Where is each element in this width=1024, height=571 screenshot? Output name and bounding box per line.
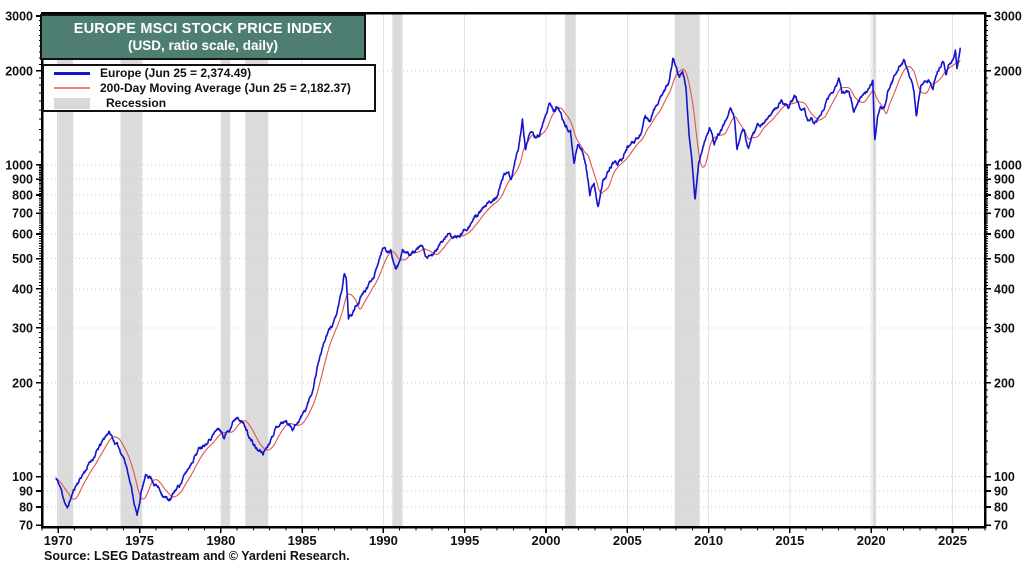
svg-text:600: 600 [994, 228, 1015, 242]
svg-text:800: 800 [12, 189, 33, 203]
moving-average-line-swatch [54, 87, 90, 89]
svg-text:90: 90 [19, 485, 33, 499]
svg-text:400: 400 [994, 282, 1015, 296]
svg-text:2000: 2000 [532, 533, 561, 548]
svg-text:200: 200 [12, 376, 33, 390]
recession-band [872, 14, 877, 526]
svg-text:500: 500 [12, 252, 33, 266]
source-note: Source: LSEG Datastream and © Yardeni Re… [44, 549, 350, 563]
chart-subtitle: (USD, ratio scale, daily) [127, 38, 279, 53]
svg-text:3000: 3000 [994, 9, 1022, 23]
svg-text:2015: 2015 [775, 533, 804, 548]
svg-text:1000: 1000 [5, 158, 33, 172]
svg-text:400: 400 [12, 282, 33, 296]
svg-text:900: 900 [12, 173, 33, 187]
legend-item-recession: Recession [54, 96, 374, 110]
svg-text:200: 200 [994, 376, 1015, 390]
recession-band [392, 14, 403, 526]
recession-band [120, 14, 143, 526]
legend: Europe (Jun 25 = 2,374.49) 200-Day Movin… [42, 64, 376, 112]
svg-text:800: 800 [994, 189, 1015, 203]
svg-text:900: 900 [994, 173, 1015, 187]
svg-text:700: 700 [994, 207, 1015, 221]
recession-swatch [54, 97, 90, 109]
x-axis-labels: 1970 1975 1980 1985 1990 1995 2000 2005 2010 2015… [44, 533, 967, 548]
legend-item-moving-average: 200-Day Moving Average (Jun 25 = 2,182.3… [54, 81, 374, 95]
chart-title: EUROPE MSCI STOCK PRICE INDEX [73, 21, 333, 37]
recession-band [565, 14, 576, 526]
svg-text:70: 70 [994, 519, 1008, 533]
svg-text:700: 700 [12, 207, 33, 221]
svg-text:90: 90 [994, 485, 1008, 499]
horizontal-gridlines [43, 70, 984, 508]
svg-text:1980: 1980 [206, 533, 235, 548]
svg-text:2000: 2000 [994, 64, 1022, 78]
svg-text:3000: 3000 [5, 9, 33, 23]
svg-text:80: 80 [19, 500, 33, 514]
svg-text:2010: 2010 [694, 533, 723, 548]
svg-text:1975: 1975 [125, 533, 154, 548]
recession-band [245, 14, 269, 526]
svg-text:300: 300 [12, 321, 33, 335]
svg-text:2025: 2025 [938, 533, 967, 548]
legend-label: Europe (Jun 25 = 2,374.49) [100, 66, 252, 80]
recession-band [56, 14, 74, 526]
moving-average-line [55, 59, 961, 500]
svg-text:1985: 1985 [288, 533, 317, 548]
europe-line-swatch [54, 71, 90, 75]
axis-ticks [36, 15, 991, 533]
svg-text:70: 70 [19, 519, 33, 533]
svg-text:600: 600 [12, 228, 33, 242]
svg-text:1990: 1990 [369, 533, 398, 548]
svg-text:500: 500 [994, 252, 1015, 266]
legend-label: 200-Day Moving Average (Jun 25 = 2,182.3… [100, 81, 351, 95]
legend-item-europe: Europe (Jun 25 = 2,374.49) [54, 66, 374, 80]
svg-text:100: 100 [12, 470, 33, 484]
svg-text:1970: 1970 [44, 533, 73, 548]
svg-text:2000: 2000 [5, 64, 33, 78]
svg-text:2005: 2005 [613, 533, 642, 548]
europe-line [55, 47, 962, 516]
svg-text:100: 100 [994, 470, 1015, 484]
legend-label: Recession [106, 96, 167, 110]
recession-bands [56, 14, 877, 526]
recession-band [220, 14, 231, 526]
svg-text:1995: 1995 [450, 533, 479, 548]
recession-band [674, 14, 700, 526]
svg-text:300: 300 [994, 321, 1015, 335]
svg-text:80: 80 [994, 500, 1008, 514]
chart-title-box: EUROPE MSCI STOCK PRICE INDEX (USD, rati… [40, 14, 366, 60]
svg-text:2020: 2020 [857, 533, 886, 548]
svg-text:1000: 1000 [994, 158, 1022, 172]
